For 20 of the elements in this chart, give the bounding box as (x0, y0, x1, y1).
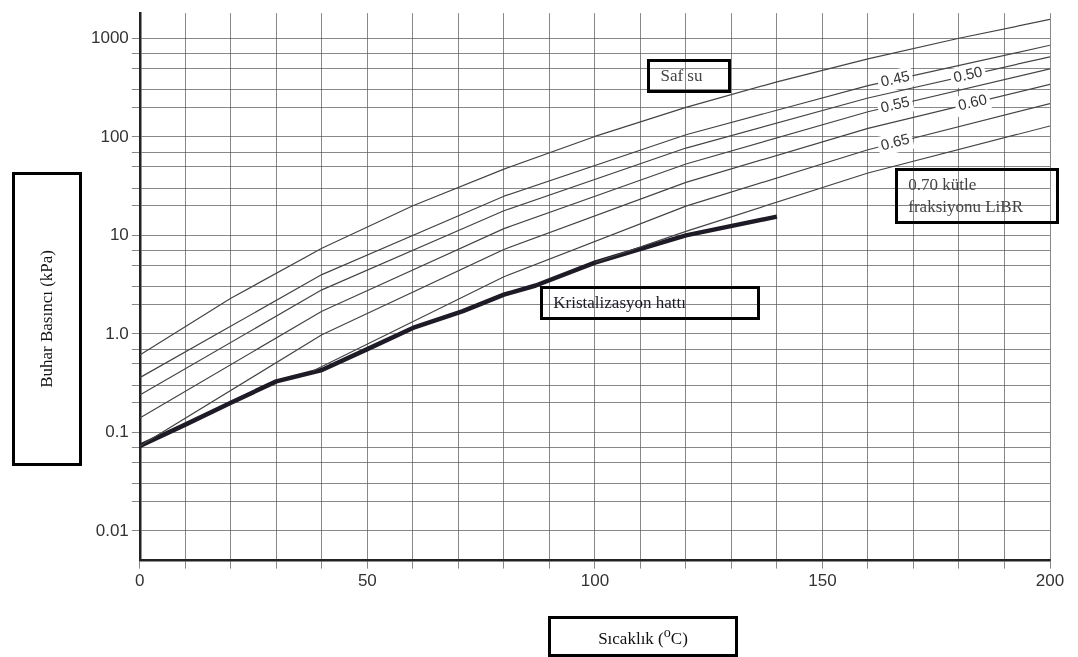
y-tick-label: 100 (100, 126, 129, 146)
text: 0.45 (878, 66, 912, 90)
y-tick-label: 10 (109, 225, 129, 245)
text: 0.60 (956, 90, 989, 114)
series-label: Saf su (660, 64, 703, 87)
text: 0.50 (951, 62, 984, 86)
x-tick-label: 150 (808, 571, 837, 591)
y-tick-label: 0.01 (95, 520, 129, 540)
series-label: Kristalizasyon hattı (553, 291, 686, 314)
y-tick-label: 1000 (90, 28, 129, 48)
x-tick-label: 50 (357, 571, 377, 591)
text: 0.55 (878, 92, 912, 116)
y-axis-title: Buhar Basıncı (kPa) (37, 250, 57, 388)
x-tick-label: 0 (135, 571, 145, 591)
y-tick-label: 1.0 (105, 323, 129, 343)
x-axis-title: Sıcaklık ($^{o}$C) (598, 624, 688, 649)
x-tick-label: 100 (580, 571, 610, 591)
y-tick-label: 0.1 (105, 422, 129, 442)
x-tick-label: 200 (1035, 571, 1065, 591)
text: 0.65 (878, 129, 912, 154)
